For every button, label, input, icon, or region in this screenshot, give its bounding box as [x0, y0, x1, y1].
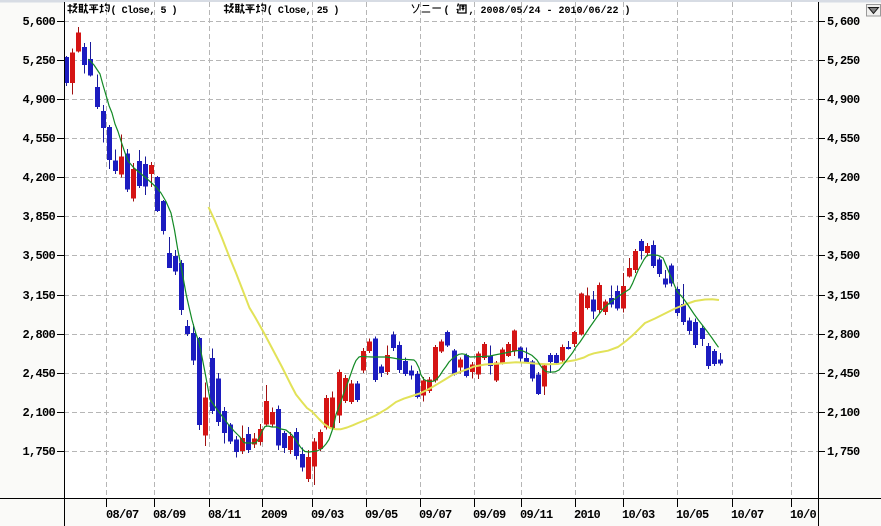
- svg-text:4,200: 4,200: [22, 171, 55, 185]
- svg-text:2,100: 2,100: [22, 406, 55, 420]
- svg-text:2,450: 2,450: [22, 367, 55, 381]
- svg-text:5,250: 5,250: [22, 54, 55, 68]
- svg-text:3,850: 3,850: [22, 210, 55, 224]
- svg-text:2009: 2009: [261, 508, 288, 522]
- svg-text:2,800: 2,800: [827, 328, 860, 342]
- svg-text:1,750: 1,750: [827, 445, 860, 459]
- svg-text:09/07: 09/07: [419, 508, 452, 522]
- svg-text:09/11: 09/11: [520, 508, 553, 522]
- svg-text:2010: 2010: [574, 508, 601, 522]
- svg-text:09/03: 09/03: [311, 508, 344, 522]
- svg-text:5,600: 5,600: [827, 15, 860, 29]
- svg-text:08/11: 08/11: [208, 508, 241, 522]
- svg-text:08/07: 08/07: [106, 508, 139, 522]
- svg-text:3,500: 3,500: [827, 249, 860, 263]
- svg-text:4,900: 4,900: [22, 93, 55, 107]
- svg-text:(: (: [444, 5, 450, 17]
- svg-text:10/0: 10/0: [790, 508, 817, 522]
- svg-text:4,550: 4,550: [827, 132, 860, 146]
- svg-text:2,100: 2,100: [827, 406, 860, 420]
- svg-text:10/07: 10/07: [731, 508, 764, 522]
- svg-text:08/09: 08/09: [153, 508, 186, 522]
- svg-text:4,200: 4,200: [827, 171, 860, 185]
- svg-text:3,150: 3,150: [22, 289, 55, 303]
- svg-text:09/05: 09/05: [365, 508, 398, 522]
- svg-text:( Close, 25 ): ( Close, 25 ): [267, 5, 339, 17]
- svg-text:5,250: 5,250: [827, 54, 860, 68]
- svg-text:1,750: 1,750: [22, 445, 55, 459]
- svg-text:2,800: 2,800: [22, 328, 55, 342]
- svg-text:10/03: 10/03: [622, 508, 655, 522]
- svg-text:5,600: 5,600: [22, 15, 55, 29]
- svg-text:2,450: 2,450: [827, 367, 860, 381]
- svg-text:10/05: 10/05: [676, 508, 709, 522]
- svg-text:, 2008/05/24 - 2010/06/22 ): , 2008/05/24 - 2010/06/22 ): [469, 5, 631, 17]
- svg-text:4,900: 4,900: [827, 93, 860, 107]
- svg-text:( Close, 5 ): ( Close, 5 ): [111, 5, 178, 17]
- svg-text:3,150: 3,150: [827, 289, 860, 303]
- svg-text:4,550: 4,550: [22, 132, 55, 146]
- svg-text:3,500: 3,500: [22, 249, 55, 263]
- svg-text:3,850: 3,850: [827, 210, 860, 224]
- svg-text:09/09: 09/09: [473, 508, 506, 522]
